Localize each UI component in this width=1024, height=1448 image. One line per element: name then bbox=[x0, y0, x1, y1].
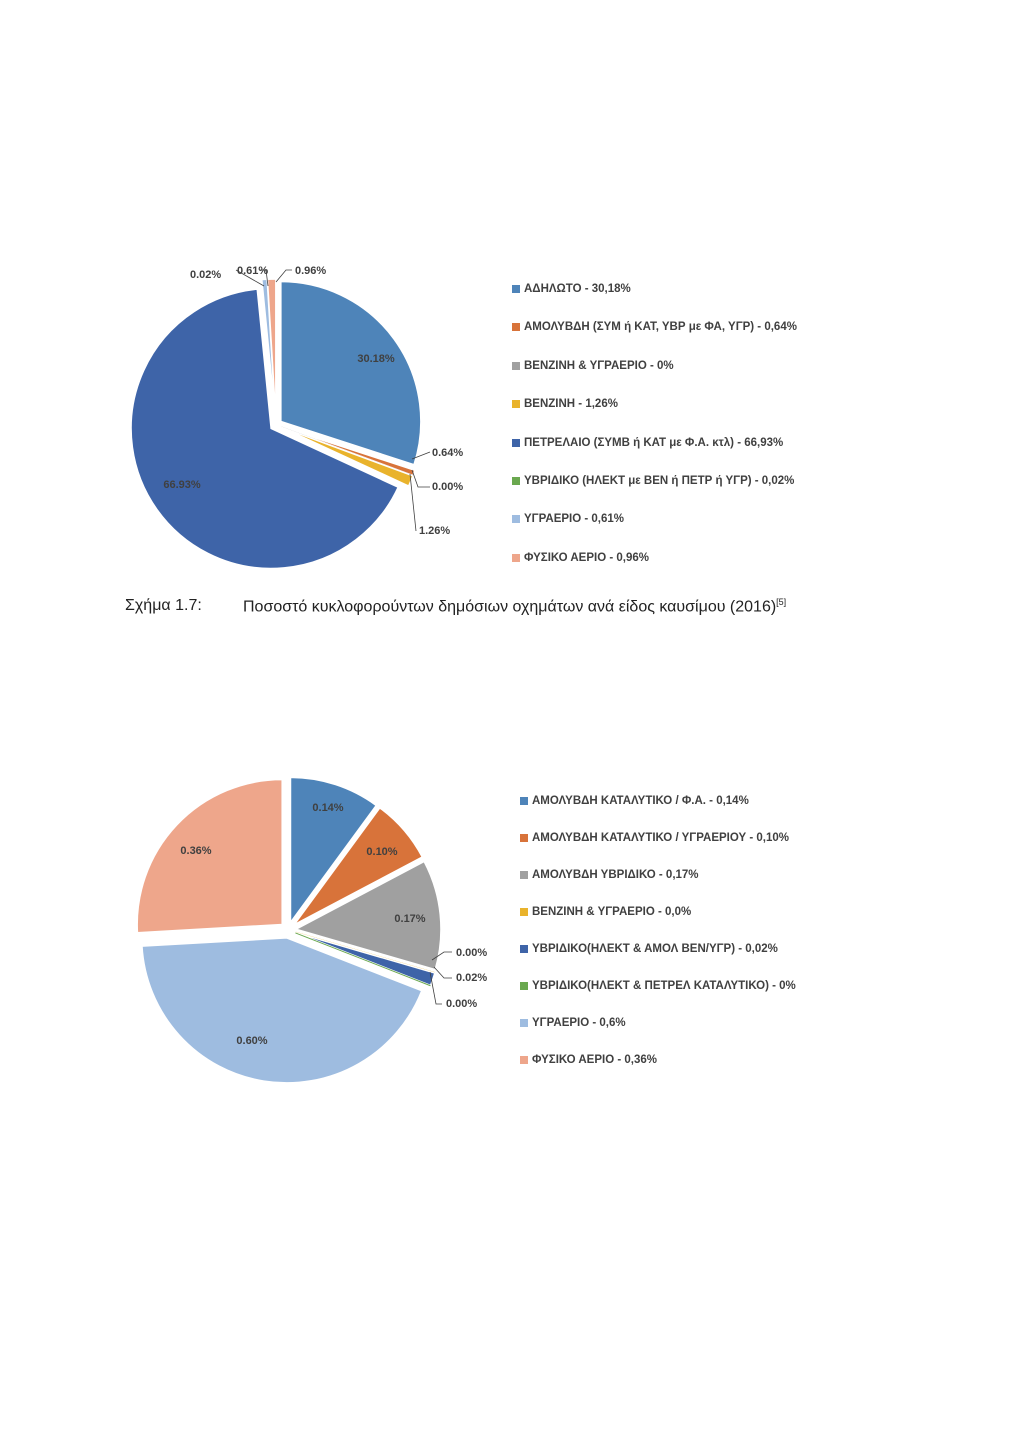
legend-swatch bbox=[512, 285, 520, 293]
legend-swatch bbox=[512, 515, 520, 524]
legend-item-1-2: ΑΜΟΛΥΒΔΗ (ΣΥΜ ή ΚΑΤ, ΥΒΡ με ΦΑ, ΥΓΡ) - 0… bbox=[512, 321, 797, 333]
leader-line-1-3 bbox=[411, 469, 430, 488]
legend-label: ΦΥΣΙΚΟ ΑΕΡΙΟ - 0,36% bbox=[532, 1054, 657, 1066]
data-label-2-4: 0.00% bbox=[456, 947, 487, 959]
data-label-1-2: 0.64% bbox=[432, 447, 463, 459]
legend-label: ΥΒΡΙΔΙΚΟ(ΗΛΕΚΤ & ΑΜΟΛ ΒΕΝ/ΥΓΡ) - 0,02% bbox=[532, 943, 778, 955]
figure-caption: Σχήμα 1.7: Ποσοστό κυκλοφορούντων δημόσι… bbox=[125, 597, 786, 615]
caption-label: Σχήμα 1.7: bbox=[125, 597, 202, 614]
leader-line-2-5 bbox=[433, 966, 452, 979]
pie-slice-2-2 bbox=[293, 806, 424, 926]
data-label-2-2: 0.10% bbox=[366, 846, 397, 858]
data-label-2-1: 0.14% bbox=[312, 802, 343, 814]
legend-item-2-5: ΥΒΡΙΔΙΚΟ(ΗΛΕΚΤ & ΑΜΟΛ ΒΕΝ/ΥΓΡ) - 0,02% bbox=[520, 943, 778, 955]
legend-item-1-3: ΒΕΝΖΙΝΗ & ΥΓΡΑΕΡΙΟ - 0% bbox=[512, 360, 674, 372]
data-label-2-3: 0.17% bbox=[394, 913, 425, 925]
legend-label: ΒΕΝΖΙΝΗ & ΥΓΡΑΕΡΙΟ - 0,0% bbox=[532, 906, 692, 918]
legend-item-2-3: ΑΜΟΛΥΒΔΗ ΥΒΡΙΔΙΚΟ - 0,17% bbox=[520, 869, 699, 881]
legend-swatch bbox=[512, 361, 520, 370]
data-label-1-3: 0.00% bbox=[432, 481, 463, 493]
legend-item-2-8: ΦΥΣΙΚΟ ΑΕΡΙΟ - 0,36% bbox=[520, 1054, 657, 1066]
legend-swatch bbox=[512, 323, 520, 332]
legend-label: ΠΕΤΡΕΛΑΙΟ (ΣΥΜΒ ή ΚΑΤ με Φ.Α. κτλ) - 66,… bbox=[524, 436, 784, 449]
data-label-1-6: 0.02% bbox=[190, 269, 221, 281]
legend-label: ΑΜΟΛΥΒΔΗ ΥΒΡΙΔΙΚΟ - 0,17% bbox=[532, 869, 699, 881]
leader-line-1-6 bbox=[235, 269, 265, 287]
legend-swatch bbox=[512, 477, 520, 485]
data-label-2-8: 0.36% bbox=[180, 845, 211, 857]
pie-slice-2-8 bbox=[136, 778, 283, 934]
pie-slice-2-7 bbox=[141, 937, 423, 1084]
leader-line-1-7 bbox=[260, 269, 269, 287]
legend-label: ΥΒΡΙΔΙΚΟ(ΗΛΕΚΤ & ΠΕΤΡΕΛ ΚΑΤΑΛΥΤΙΚΟ) - 0% bbox=[532, 980, 796, 992]
pie-chart-2: 0.14% 0.10% 0.17% 0.00% 0.02% 0.00% 0.60% 0.36% bbox=[136, 776, 487, 1084]
legend-swatch bbox=[520, 797, 528, 805]
leader-line-1-2 bbox=[411, 451, 431, 460]
caption-reference: [5] bbox=[776, 597, 787, 607]
pie-slice-2-1 bbox=[289, 776, 378, 925]
legend-swatch bbox=[520, 908, 528, 916]
leader-line-2-4 bbox=[431, 951, 452, 961]
legend-label: ΥΒΡΙΔΙΚΟ (ΗΛΕΚΤ με ΒΕΝ ή ΠΕΤΡ ή ΥΓΡ) - 0… bbox=[524, 475, 795, 487]
legend-label: ΑΜΟΛΥΒΔΗ (ΣΥΜ ή ΚΑΤ, ΥΒΡ με ΦΑ, ΥΓΡ) - 0… bbox=[524, 321, 797, 334]
data-label-2-7: 0.60% bbox=[236, 1035, 267, 1047]
legend-item-1-8: ΦΥΣΙΚΟ ΑΕΡΙΟ - 0,96% bbox=[512, 552, 649, 564]
pie-slice-1-5 bbox=[130, 288, 400, 570]
legend-label: ΒΕΝΖΙΝΗ - 1,26% bbox=[524, 398, 618, 411]
legend-label: ΦΥΣΙΚΟ ΑΕΡΙΟ - 0,96% bbox=[524, 551, 649, 564]
data-label-2-6: 0.00% bbox=[446, 998, 477, 1010]
legend-swatch bbox=[512, 438, 520, 447]
legend-label: ΒΕΝΖΙΝΗ & ΥΓΡΑΕΡΙΟ - 0% bbox=[524, 359, 674, 372]
pie-slice-2-6 bbox=[295, 932, 431, 987]
caption-text: Ποσοστό κυκλοφορούντων δημόσιων οχημάτων… bbox=[243, 597, 786, 616]
legend-swatch bbox=[512, 553, 520, 562]
legend-label: ΑΜΟΛΥΒΔΗ ΚΑΤΑΛΥΤΙΚΟ / Φ.Α. - 0,14% bbox=[532, 795, 749, 807]
legend-swatch bbox=[520, 871, 528, 879]
legend-swatch bbox=[512, 400, 520, 409]
data-label-1-7: 0.61% bbox=[237, 265, 268, 277]
pie-chart-1: 30.18% 0.64% 0.00% 1.26% 66.93% 0.02% 0.61% 0.9… bbox=[130, 265, 463, 570]
legend-item-2-4: ΒΕΝΖΙΝΗ & ΥΓΡΑΕΡΙΟ - 0,0% bbox=[520, 906, 691, 918]
legend-item-2-7: ΥΓΡΑΕΡΙΟ - 0,6% bbox=[520, 1017, 626, 1029]
legend-item-2-6: ΥΒΡΙΔΙΚΟ(ΗΛΕΚΤ & ΠΕΤΡΕΛ ΚΑΤΑΛΥΤΙΚΟ) - 0% bbox=[520, 980, 796, 992]
legend-label: ΑΔΗΛΩΤΟ - 30,18% bbox=[524, 283, 631, 295]
caption-title: Ποσοστό κυκλοφορούντων δημόσιων οχημάτων… bbox=[243, 598, 777, 616]
legend-item-2-1: ΑΜΟΛΥΒΔΗ ΚΑΤΑΛΥΤΙΚΟ / Φ.Α. - 0,14% bbox=[520, 795, 749, 807]
data-label-1-8: 0.96% bbox=[295, 265, 326, 277]
leader-line-1-4 bbox=[409, 473, 417, 532]
legend-item-1-4: ΒΕΝΖΙΝΗ - 1,26% bbox=[512, 398, 618, 410]
data-label-1-4: 1.26% bbox=[419, 525, 450, 537]
legend-item-1-5: ΠΕΤΡΕΛΑΙΟ (ΣΥΜΒ ή ΚΑΤ με Φ.Α. κτλ) - 66,… bbox=[512, 437, 783, 449]
data-label-1-5: 66.93% bbox=[163, 479, 201, 491]
pie-slice-2-3 bbox=[293, 860, 442, 971]
legend-swatch bbox=[520, 982, 528, 990]
legend-swatch bbox=[520, 1019, 528, 1027]
legend-swatch bbox=[520, 945, 528, 953]
legend-item-1-6: ΥΒΡΙΔΙΚΟ (ΗΛΕΚΤ με ΒΕΝ ή ΠΕΤΡ ή ΥΓΡ) - 0… bbox=[512, 475, 794, 487]
data-label-1-1: 30.18% bbox=[357, 353, 395, 365]
legend-label: ΥΓΡΑΕΡΙΟ - 0,6% bbox=[532, 1017, 626, 1029]
data-label-2-5: 0.02% bbox=[456, 972, 487, 984]
pie-slice-1-1 bbox=[280, 280, 422, 466]
legend-label: ΑΜΟΛΥΒΔΗ ΚΑΤΑΛΥΤΙΚΟ / ΥΓΡΑΕΡΙΟΥ - 0,10% bbox=[532, 832, 789, 844]
legend-item-2-2: ΑΜΟΛΥΒΔΗ ΚΑΤΑΛΥΤΙΚΟ / ΥΓΡΑΕΡΙΟΥ - 0,10% bbox=[520, 832, 789, 844]
legend-label: ΥΓΡΑΕΡΙΟ - 0,61% bbox=[524, 513, 625, 526]
leader-line-2-6 bbox=[429, 971, 442, 1005]
legend-item-1-7: ΥΓΡΑΕΡΙΟ - 0,61% bbox=[512, 513, 624, 525]
legend-swatch bbox=[520, 1056, 528, 1064]
legend-item-1-1: ΑΔΗΛΩΤΟ - 30,18% bbox=[512, 283, 631, 295]
leader-line-1-8 bbox=[275, 269, 292, 283]
legend-swatch bbox=[520, 834, 528, 842]
